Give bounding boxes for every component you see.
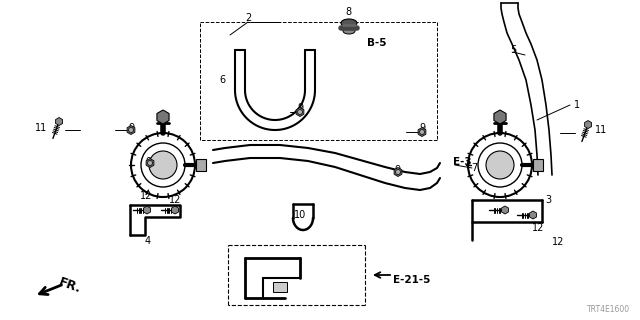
Text: E-21-5: E-21-5 bbox=[393, 275, 430, 285]
Text: 10: 10 bbox=[294, 210, 306, 220]
Text: 11: 11 bbox=[35, 123, 47, 133]
Ellipse shape bbox=[341, 19, 357, 27]
Ellipse shape bbox=[343, 28, 355, 34]
Text: TRT4E1600: TRT4E1600 bbox=[588, 305, 630, 314]
Bar bbox=[196, 159, 206, 171]
Circle shape bbox=[147, 161, 152, 165]
Bar bbox=[533, 159, 543, 171]
Text: 9: 9 bbox=[394, 165, 400, 175]
Circle shape bbox=[298, 109, 303, 115]
Text: 12: 12 bbox=[169, 195, 181, 205]
Text: 12: 12 bbox=[532, 223, 544, 233]
Text: 1: 1 bbox=[574, 100, 580, 110]
Circle shape bbox=[396, 170, 401, 174]
Text: B-5: B-5 bbox=[367, 38, 387, 48]
Text: 7: 7 bbox=[471, 163, 477, 173]
Bar bbox=[273, 282, 287, 292]
Text: 11: 11 bbox=[595, 125, 607, 135]
Text: 12: 12 bbox=[140, 191, 152, 201]
Text: 9: 9 bbox=[128, 123, 134, 133]
Text: 2: 2 bbox=[245, 13, 251, 23]
Circle shape bbox=[149, 151, 177, 179]
Text: 9: 9 bbox=[297, 103, 303, 113]
Circle shape bbox=[129, 127, 134, 132]
Text: FR.: FR. bbox=[57, 276, 83, 296]
Text: 3: 3 bbox=[545, 195, 551, 205]
Text: 9: 9 bbox=[145, 157, 151, 167]
Text: 9: 9 bbox=[419, 123, 425, 133]
Text: 5: 5 bbox=[510, 45, 516, 55]
Text: 4: 4 bbox=[145, 236, 151, 246]
Circle shape bbox=[486, 151, 514, 179]
Text: E-3: E-3 bbox=[453, 157, 472, 167]
Text: 6: 6 bbox=[219, 75, 225, 85]
Text: 8: 8 bbox=[345, 7, 351, 17]
Circle shape bbox=[419, 130, 424, 134]
Text: 12: 12 bbox=[552, 237, 564, 247]
